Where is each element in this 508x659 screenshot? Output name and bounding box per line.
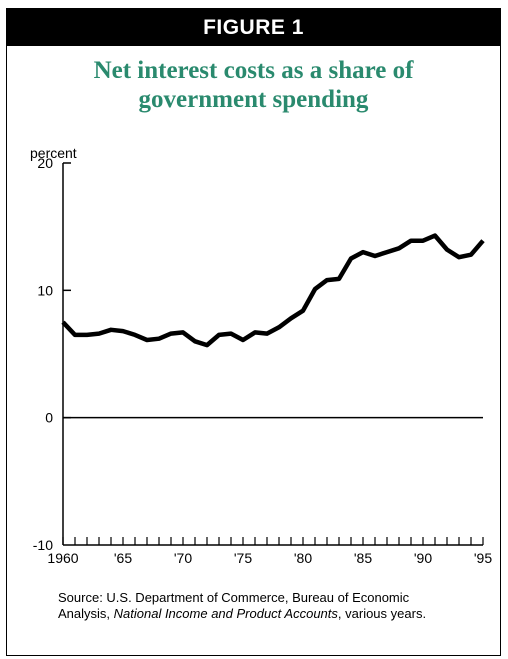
source-text: Source: U.S. Department of Commerce, Bur… <box>58 590 410 621</box>
x-tick-label: '75 <box>234 550 252 566</box>
chart-title-line-1: Net interest costs as a share of <box>93 57 414 84</box>
y-tick-label: 0 <box>45 410 53 426</box>
x-tick-label: '70 <box>174 550 192 566</box>
y-tick-label: 10 <box>37 282 53 298</box>
source-suffix: , various years. <box>337 606 427 621</box>
x-tick-label: '80 <box>294 550 312 566</box>
y-axis-label: percent <box>30 145 77 161</box>
figure-header: FIGURE 1 <box>7 9 500 46</box>
x-tick-label: '90 <box>414 550 432 566</box>
figure-frame: FIGURE 1 Net interest costs as a share o… <box>6 8 501 656</box>
x-tick-label: '65 <box>114 550 132 566</box>
x-tick-label: 1960 <box>47 550 78 566</box>
source-publication: National Income and Product Accounts <box>113 606 338 621</box>
chart-title-line-2: government spending <box>138 86 369 113</box>
chart-title: Net interest costs as a share of governm… <box>7 56 500 114</box>
y-tick-label: -10 <box>33 537 53 553</box>
source-note: Source: U.S. Department of Commerce, Bur… <box>58 590 458 622</box>
series-line <box>61 233 485 348</box>
y-tick-label: 20 <box>37 155 53 171</box>
x-tick-label: '85 <box>354 550 372 566</box>
x-tick-label: '95 <box>474 550 492 566</box>
